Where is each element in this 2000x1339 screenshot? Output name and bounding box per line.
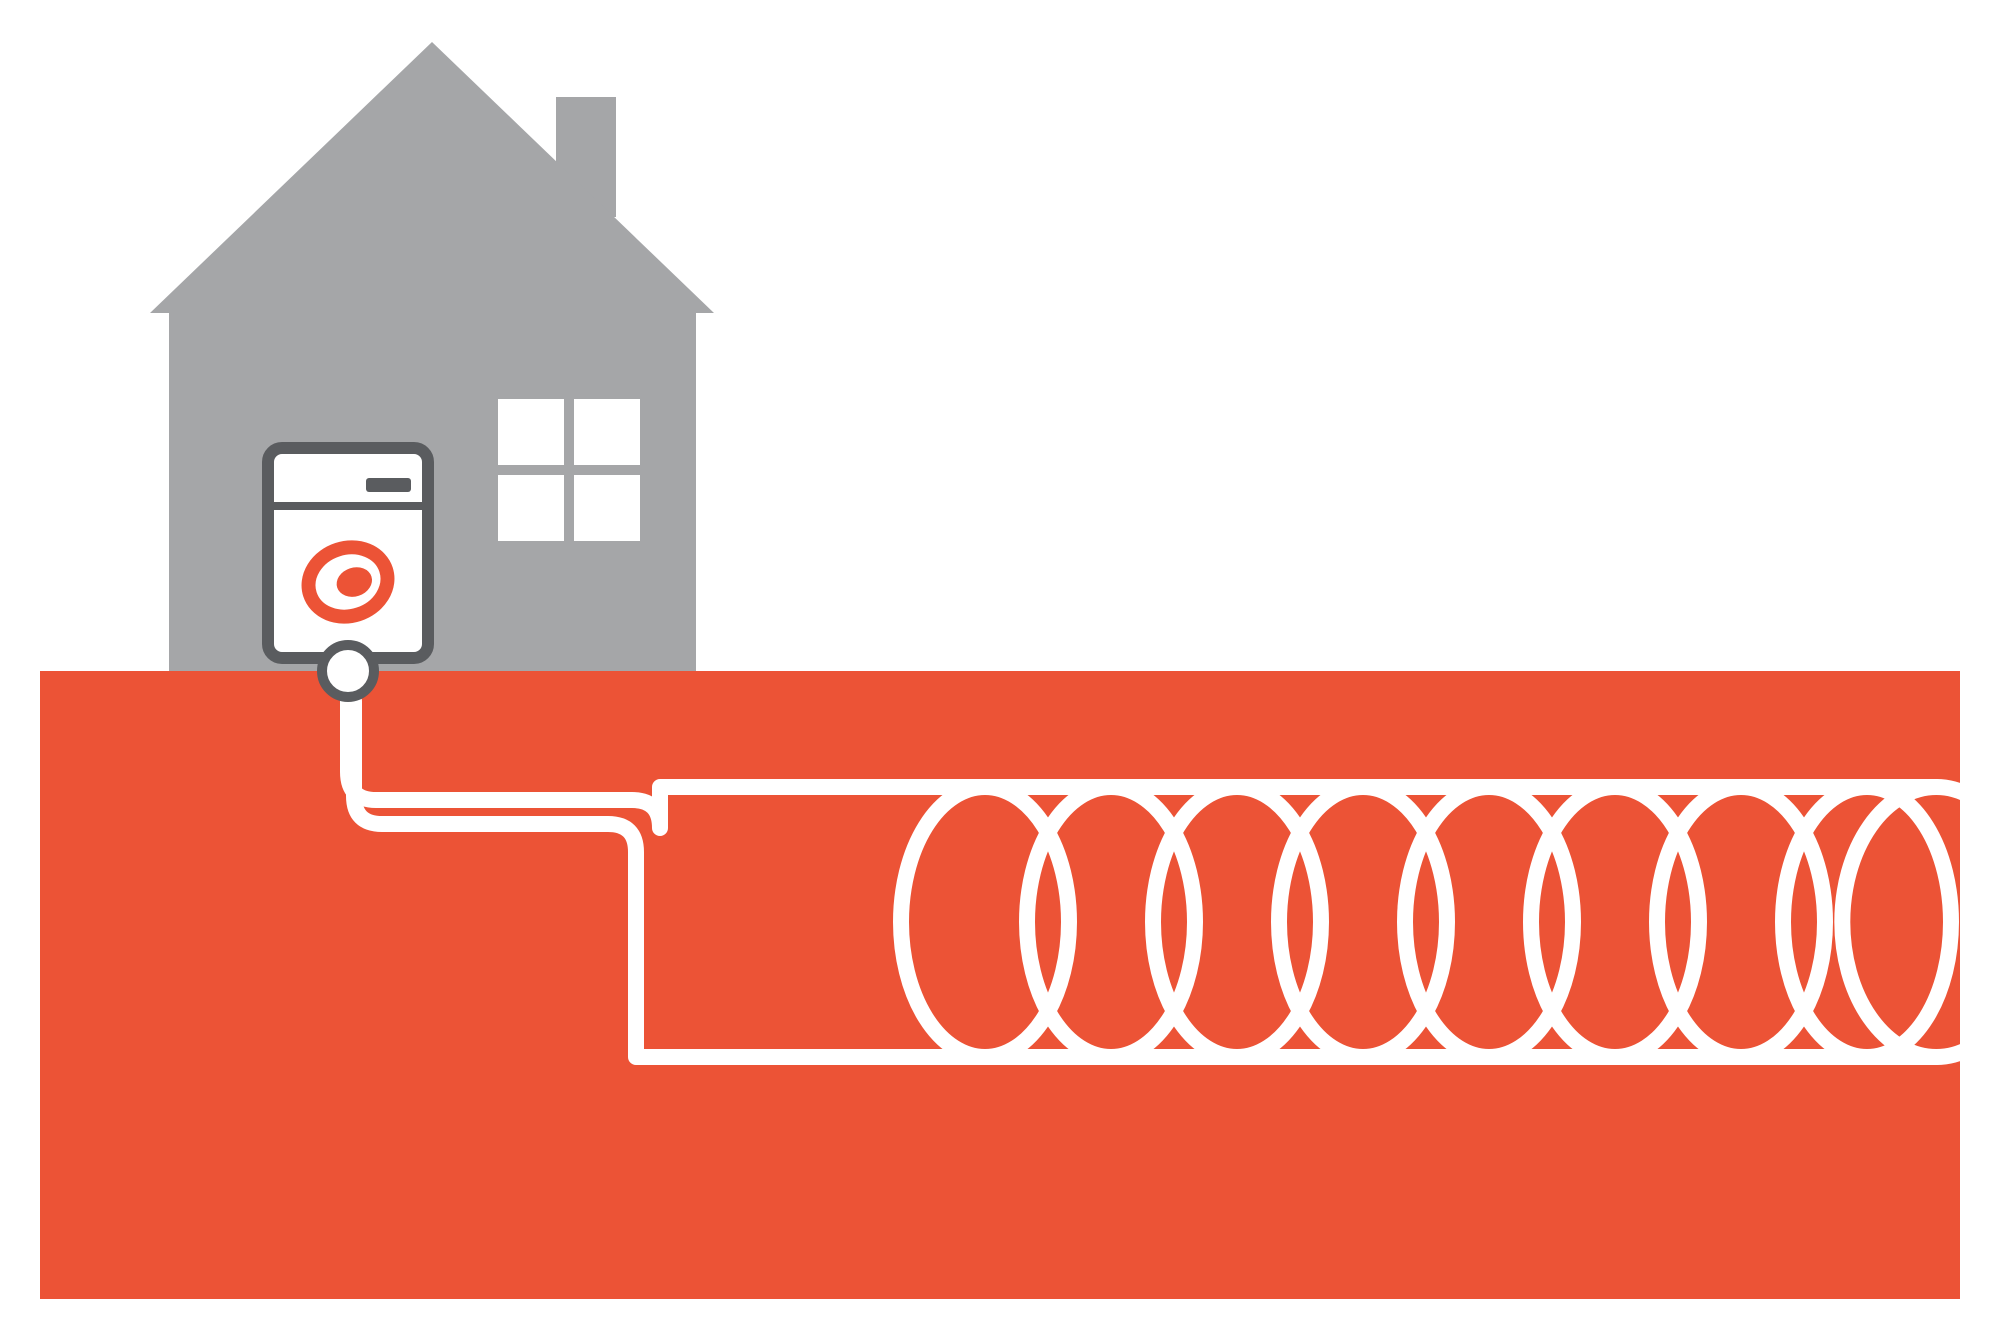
window-icon	[498, 399, 640, 541]
heat-pump-indicator	[366, 478, 411, 492]
heat-pump-outlet	[322, 645, 374, 697]
house-icon	[150, 42, 714, 671]
heat-pump-icon	[268, 448, 428, 658]
geothermal-diagram	[0, 0, 2000, 1339]
